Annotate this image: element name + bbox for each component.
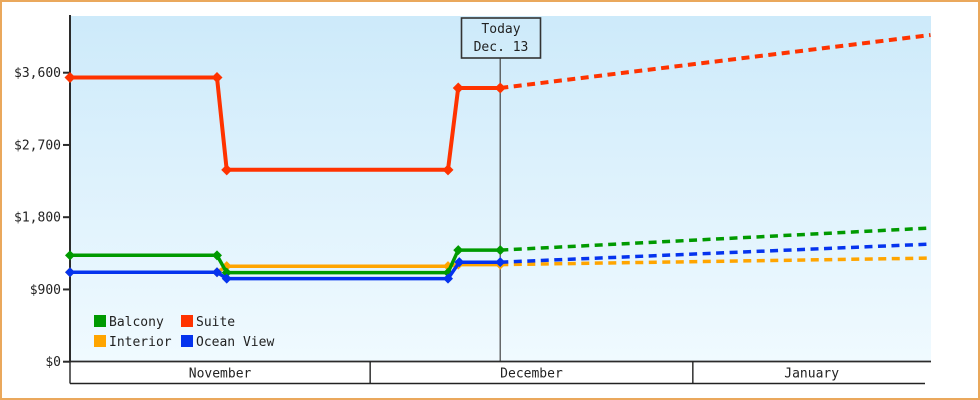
series-layer	[64, 33, 931, 284]
series-marker-balcony	[65, 250, 75, 261]
series-marker-ocean-view	[65, 267, 75, 278]
legend-label-balcony: Balcony	[109, 315, 164, 330]
series-marker-ocean-view	[495, 257, 506, 268]
y-tick-label: $0	[45, 355, 61, 370]
month-label-november: November	[189, 367, 252, 382]
series-line-suite	[70, 75, 501, 172]
series-forecast-balcony	[500, 226, 931, 252]
series-marker-balcony	[453, 245, 464, 256]
legend-label-interior: Interior	[109, 335, 172, 350]
series-line-balcony	[70, 248, 501, 275]
today-box-line2: Dec. 13	[474, 40, 529, 55]
month-label-december: December	[500, 367, 563, 382]
series-marker-balcony	[495, 245, 506, 256]
legend-label-suite: Suite	[196, 315, 235, 330]
y-tick-label: $2,700	[14, 138, 61, 153]
series-marker-suite	[64, 72, 76, 84]
series-marker-suite	[211, 72, 223, 84]
legend-label-ocean-view: Ocean View	[196, 335, 274, 350]
series-marker-balcony	[212, 250, 223, 261]
series-marker-ocean-view	[454, 257, 465, 268]
series-marker-ocean-view	[443, 273, 454, 284]
y-axis-ticks: $0 $900 $1,800 $2,700 $3,600	[14, 66, 70, 370]
month-labels: November December January	[189, 361, 839, 384]
y-tick-label: $900	[30, 283, 61, 298]
legend: Balcony Suite Interior Ocean View	[94, 315, 274, 350]
legend-item-balcony: Balcony	[94, 315, 164, 330]
legend-swatch-ocean-view	[181, 335, 193, 347]
legend-swatch-suite	[181, 315, 193, 327]
series-forecast-ocean-view	[500, 242, 931, 264]
series-marker-suite	[494, 82, 506, 94]
y-tick-label: $1,800	[14, 211, 61, 226]
series-forecast-interior	[500, 256, 931, 267]
legend-item-suite: Suite	[181, 315, 235, 330]
today-annotation: Today Dec. 13	[460, 17, 542, 59]
series-marker-ocean-view	[221, 273, 232, 284]
legend-swatch-interior	[94, 335, 106, 347]
y-tick-label: $3,600	[14, 66, 61, 81]
series-marker-suite	[221, 164, 233, 176]
series-marker-ocean-view	[212, 267, 223, 278]
today-box	[460, 17, 542, 59]
series-line-ocean-view	[70, 260, 501, 281]
series-marker-suite	[442, 164, 454, 176]
series-forecast-suite	[500, 33, 931, 90]
today-box-line1: Today	[481, 22, 520, 37]
month-label-january: January	[784, 367, 839, 382]
legend-item-interior: Interior	[94, 335, 172, 350]
month-band: November December January	[69, 361, 925, 385]
series-marker-suite	[452, 82, 464, 94]
legend-item-ocean-view: Ocean View	[181, 335, 274, 350]
legend-swatch-balcony	[94, 315, 106, 327]
